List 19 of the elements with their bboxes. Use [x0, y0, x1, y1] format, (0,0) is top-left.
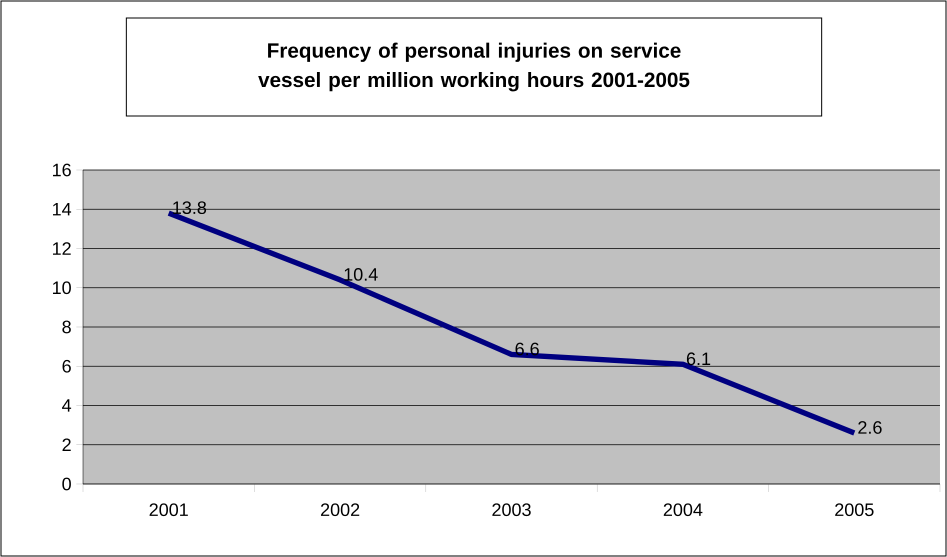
y-tick-label: 2: [62, 438, 71, 452]
data-label: 10.4: [344, 268, 378, 281]
x-tick-label: 2004: [664, 503, 702, 516]
data-label: 2.6: [858, 421, 882, 434]
y-tick-label: 0: [62, 478, 71, 490]
x-tick-label: 2003: [492, 503, 531, 516]
y-tick-label: 14: [52, 203, 72, 216]
x-tick-label: 2001: [150, 503, 188, 516]
data-label: 6.1: [686, 352, 710, 366]
x-tick-label: 2005: [835, 503, 874, 516]
y-tick-label: 8: [62, 320, 71, 334]
y-tick-label: 12: [52, 242, 71, 255]
y-tick-label: 6: [62, 360, 71, 373]
y-tick-label: 4: [62, 399, 72, 412]
data-label: 6.6: [516, 342, 539, 356]
y-tick-label: 10: [52, 281, 71, 294]
chart-title: Frequency of personal injuries on service vessel per million working hours 2001-2005: [258, 42, 690, 92]
x-tick-label: 2002: [320, 503, 360, 516]
y-tick-label: 16: [52, 164, 71, 176]
